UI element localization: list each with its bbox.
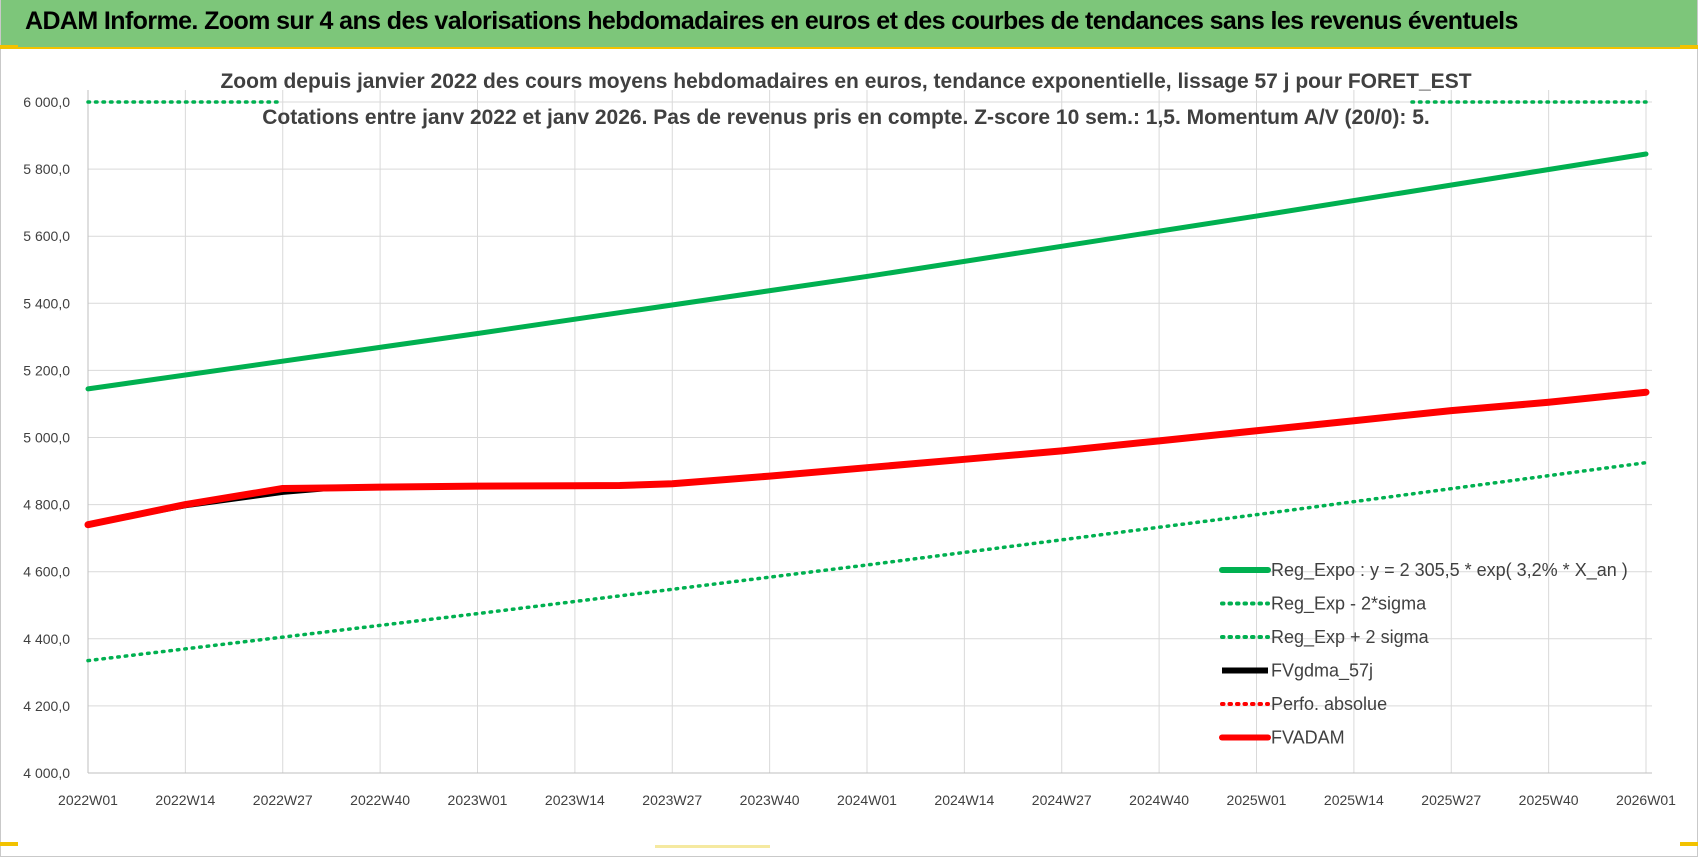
series-line-5 [84,388,1650,529]
legend-label: Perfo. absolue [1271,694,1387,714]
corner-mark-bottom-center [655,845,770,848]
series-line-1 [86,460,1648,663]
y-tick-label: 4 200,0 [23,698,70,714]
legend-label: Reg_Expo : y = 2 305,5 * exp( 3,2% * X_a… [1271,560,1628,581]
banner-title: ADAM Informe. Zoom sur 4 ans des valoris… [25,7,1518,35]
chart-title: Zoom depuis janvier 2022 des cours moyen… [220,70,1471,93]
legend-label: FVgdma_57j [1271,661,1373,682]
y-tick-label: 5 600,0 [23,228,70,244]
x-tick-label: 2022W40 [350,792,410,808]
y-tick-label: 6 000,0 [23,94,70,110]
x-tick-label: 2023W01 [448,792,508,808]
x-tick-label: 2025W40 [1519,792,1579,808]
x-tick-label: 2026W01 [1616,792,1676,808]
legend-label: Reg_Exp - 2*sigma [1271,594,1427,615]
y-tick-label: 5 800,0 [23,161,70,177]
x-tick-label: 2024W14 [934,792,994,808]
legend-label: Reg_Exp + 2 sigma [1271,627,1430,648]
x-tick-label: 2022W01 [58,792,118,808]
x-tick-label: 2024W27 [1032,792,1092,808]
y-tick-label: 5 400,0 [23,295,70,311]
x-tick-label: 2023W27 [642,792,702,808]
y-tick-label: 4 600,0 [23,564,70,580]
x-tick-label: 2025W27 [1421,792,1481,808]
y-tick-label: 4 000,0 [23,765,70,781]
series-line-0 [85,151,1649,392]
y-tick-label: 4 400,0 [23,631,70,647]
x-tick-label: 2022W27 [253,792,313,808]
corner-mark-top-left [0,45,18,49]
legend: Reg_Expo : y = 2 305,5 * exp( 3,2% * X_a… [1219,560,1628,748]
chart-subtitle: Cotations entre janv 2022 et janv 2026. … [262,106,1430,129]
legend-label: FVADAM [1271,728,1345,748]
x-tick-label: 2024W40 [1129,792,1189,808]
x-tick-label: 2022W14 [155,792,215,808]
x-tick-label: 2023W14 [545,792,605,808]
x-tick-label: 2025W14 [1324,792,1384,808]
y-tick-label: 5 200,0 [23,362,70,378]
x-tick-label: 2024W01 [837,792,897,808]
corner-mark-bottom-left [0,842,18,846]
corner-mark-bottom-right [1680,842,1698,846]
x-tick-label: 2023W40 [740,792,800,808]
corner-mark-top-right [1680,45,1698,49]
report-banner: ADAM Informe. Zoom sur 4 ans des valoris… [1,0,1697,49]
y-tick-label: 5 000,0 [23,430,70,446]
series-layer [84,100,1650,663]
x-tick-label: 2025W01 [1227,792,1287,808]
axis-layer: 4 000,0 4 200,0 4 400,0 4 600,0 4 800,0 5 000… [23,90,1676,808]
y-tick-label: 4 800,0 [23,497,70,513]
